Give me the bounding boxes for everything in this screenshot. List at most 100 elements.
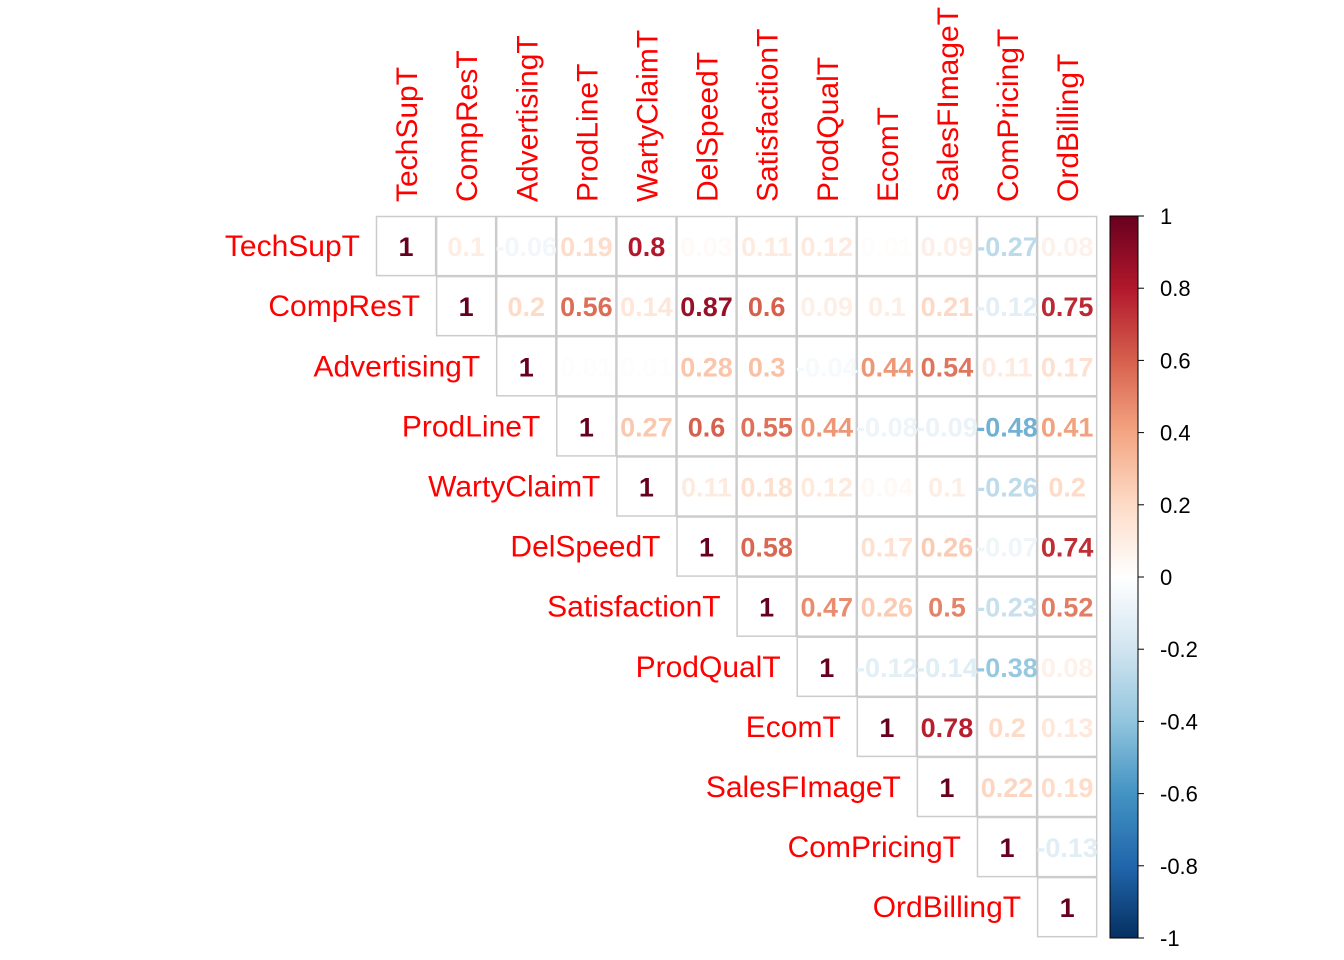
heatmap-cell [856,516,917,577]
cell-value: 0.12 [800,232,853,262]
cell-value: -0.08 [856,412,918,442]
row-label: DelSpeedT [510,531,660,564]
cell-value: 0.04 [861,472,914,502]
heatmap-cell [496,276,557,337]
heatmap-cell [616,336,677,397]
colorbar-tick-label: 1 [1160,204,1172,229]
heatmap-cell [977,336,1038,397]
heatmap-cell [736,276,797,337]
column-label: SatisfactionT [752,29,785,202]
cell-border [916,335,978,397]
cell-value: 0.13 [1041,713,1094,743]
cell-value: 0.21 [921,292,974,322]
cell-value: -0.12 [976,292,1038,322]
cell-border [676,335,737,397]
cell-value: 0.26 [861,593,914,623]
heatmap-cell [616,216,677,277]
heatmap-cell [796,396,857,457]
cell-value: 0.08 [1041,232,1094,262]
cell-value: -0.27 [976,232,1038,262]
cell-border [1036,576,1098,637]
heatmap-cell [616,456,677,517]
row-label: ProdLineT [402,410,540,443]
cell-value: 0.08 [1041,653,1094,683]
cell-border [616,335,677,397]
heatmap-cell [856,636,917,697]
heatmap-cell [916,276,977,337]
cell-value: 1 [399,232,414,262]
cell-border [495,335,557,397]
cell-border [916,215,978,277]
cell-value: 0.28 [680,352,733,382]
cell-border [676,456,737,517]
cell-value: -0.48 [976,412,1038,442]
cell-border [1036,335,1098,397]
heatmap-cell [1037,756,1098,817]
heatmap-cell [1037,456,1098,517]
colorbar-tick-label: -0.8 [1160,854,1198,879]
cell-value: 0.74 [1041,533,1094,563]
cell-value: 0.12 [800,472,853,502]
cell-value: 1 [759,593,774,623]
cell-border [1036,275,1098,337]
column-label: EcomT [872,107,905,202]
column-label: SalesFImageT [932,7,965,202]
heatmap-cell [796,276,857,337]
colorbar-gradient [1109,215,1139,939]
cell-border [976,396,1038,457]
cell-border [916,275,978,337]
heatmap-cell [676,336,737,397]
column-label: DelSpeedT [692,52,725,202]
cell-border [736,456,797,517]
cell-value: 0.54 [921,352,974,382]
cell-value: 1 [1000,833,1015,863]
heatmap-cell [736,456,797,517]
heatmap-cell [856,696,917,757]
heatmap-cell [1037,396,1098,457]
cell-border [1036,756,1098,818]
row-label: ProdQualT [636,651,781,684]
cell-border [736,335,797,397]
cell-border [1036,816,1098,878]
cell-border [976,456,1038,517]
cell-border [976,696,1038,758]
colorbar-tick-label: 0.8 [1160,276,1191,301]
cell-value: 0.11 [982,352,1033,382]
heatmap-cell [556,276,617,337]
cell-border [856,516,918,577]
column-label: ComPricingT [992,29,1025,202]
cell-value: 0.8 [628,232,666,262]
cell-value: 0.1 [447,232,485,262]
cell-border [736,396,797,457]
cell-value: -0.26 [976,472,1038,502]
cell-border [916,636,978,698]
colorbar-tick-label: 0.4 [1160,421,1191,446]
heatmap-cell [1037,636,1098,697]
row-label: SatisfactionT [547,591,720,624]
cell-value: 0.2 [988,713,1026,743]
colorbar-tick-label: -0.6 [1160,782,1198,807]
heatmap-cell [977,756,1038,817]
cell-value: 0.19 [560,232,613,262]
cell-border [556,275,617,337]
column-label: CompResT [451,50,484,202]
heatmap-cells [376,216,1098,938]
heatmap-cell [916,216,977,277]
cell-value: 0.19 [1041,773,1094,803]
heatmap-cell [796,576,857,637]
cell-border [796,516,858,577]
cell-value: 0.58 [740,533,793,563]
cell-value: -0.12 [856,653,918,683]
heatmap-cell [916,636,977,697]
heatmap-cell [736,396,797,457]
heatmap-cell [856,456,917,517]
colorbar-tick-label: 0.2 [1160,493,1191,518]
row-labels: TechSupT CompResT AdvertisingT ProdLineT War… [225,230,1021,924]
cell-value: -0.06 [495,232,557,262]
cell-value: 0.41 [1041,412,1094,442]
cell-value: 0.47 [800,593,853,623]
cell-value: 0.6 [748,292,786,322]
cell-value: 1 [879,713,894,743]
heatmap-cell [496,336,557,397]
